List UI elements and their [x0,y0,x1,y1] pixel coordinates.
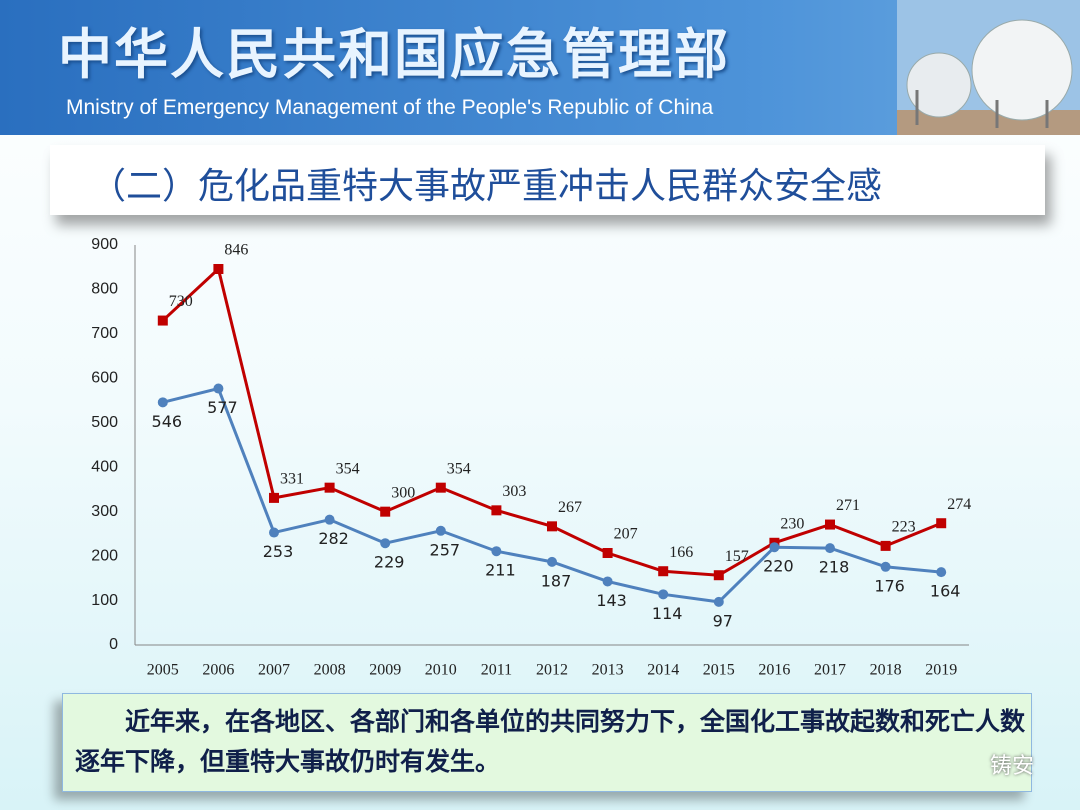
marker [880,540,891,551]
data-label: 282 [318,529,349,548]
chart: 0 100 200 300 400 500 600 700 800 900 2005 2006 2007… [91,236,971,679]
marker [547,556,557,567]
marker [269,492,279,503]
marker [380,538,391,549]
watermark: 铸安 [990,754,1035,779]
x-tick-label: 2019 [925,662,957,679]
marker [713,570,724,581]
y-tick-label: 100 [91,592,118,609]
data-label: 271 [836,497,860,514]
x-tick-label: 2012 [536,662,568,679]
marker [435,525,446,536]
data-label: 207 [614,526,638,543]
data-label: 331 [280,471,304,488]
header-photo [897,0,1080,135]
y-tick-label: 700 [91,325,118,342]
marker [213,264,224,274]
marker [324,482,335,493]
marker [713,596,724,607]
data-label: 300 [391,484,415,501]
x-tick-label: 2013 [592,662,624,679]
marker [769,542,780,553]
data-label: 229 [374,553,405,572]
y-tick-label: 600 [91,370,118,387]
header-bar: 中华人民共和国应急管理部 Mnistry of Emergency Manage… [0,0,1080,135]
data-label: 846 [224,242,248,259]
data-label: 257 [430,540,461,559]
marker [825,543,835,554]
marker [658,589,669,600]
data-label: 211 [485,561,516,580]
section-title: （二）危化品重特大事故严重冲击人民群众安全感 [90,166,883,207]
marker [213,383,224,394]
marker [825,519,835,530]
y-tick-label: 800 [91,281,118,298]
x-tick-label: 2008 [314,662,346,679]
note-text: 近年来，在各地区、各部门和各单位的共同努力下，全国化工事故起数和死亡人数逐年下降… [75,707,1026,776]
header-title: 中华人民共和国应急管理部 [58,23,730,86]
data-label: 187 [541,571,572,590]
marker [936,567,947,578]
marker [157,315,168,326]
y-tick-label: 900 [91,236,118,253]
data-label: 577 [207,398,238,417]
x-tick-label: 2009 [369,662,401,679]
x-tick-label: 2006 [202,662,234,679]
x-tick-label: 2007 [258,662,290,679]
data-label: 267 [558,499,582,516]
y-tick-label: 500 [91,414,118,431]
data-label: 143 [596,591,627,610]
x-tick-label: 2017 [814,662,846,679]
data-label: 354 [447,460,471,477]
marker [435,482,446,493]
header-subtitle: Mnistry of Emergency Management of the P… [66,96,714,119]
marker [269,527,279,538]
data-label: 354 [336,460,360,477]
note-box: 近年来，在各地区、各部门和各单位的共同努力下，全国化工事故起数和死亡人数逐年下降… [62,693,1032,792]
x-tick-label: 2010 [425,662,457,679]
marker [491,546,502,557]
x-tick-label: 2016 [758,662,790,679]
marker [658,566,669,577]
marker [880,561,891,572]
data-label: 730 [169,293,193,310]
data-label: 230 [780,515,804,532]
marker [936,518,947,529]
data-label: 157 [725,548,749,565]
data-label: 114 [652,604,683,623]
data-label: 223 [892,519,916,536]
marker [602,576,613,587]
marker [380,506,391,517]
x-tick-label: 2005 [147,662,179,679]
x-tick-label: 2014 [647,662,679,679]
marker [491,505,502,516]
y-tick-label: 200 [91,547,118,564]
data-label: 274 [947,496,971,513]
data-label: 176 [874,576,905,595]
data-label: 546 [152,412,183,431]
y-tick-label: 0 [109,636,118,653]
x-tick-label: 2011 [481,662,512,679]
data-label: 164 [930,582,961,601]
marker [547,521,557,532]
x-tick-label: 2015 [703,662,735,679]
data-label: 303 [502,483,526,500]
data-label: 218 [819,558,850,577]
marker [324,514,335,525]
section-box: （二）危化品重特大事故严重冲击人民群众安全感 [50,145,1045,215]
x-tick-label: 2018 [870,662,902,679]
data-label: 253 [263,542,294,561]
y-tick-label: 300 [91,503,118,520]
data-label: 166 [669,544,693,561]
marker [157,397,168,408]
data-label: 97 [713,611,733,630]
data-label: 220 [763,557,794,576]
marker [602,548,613,558]
y-tick-label: 400 [91,458,118,475]
